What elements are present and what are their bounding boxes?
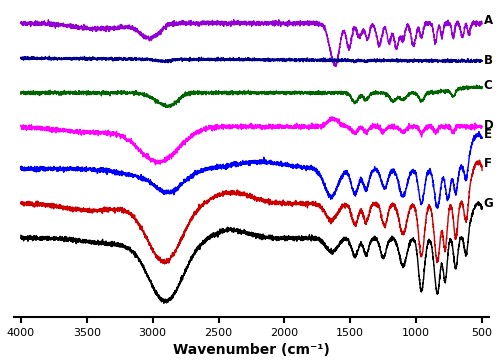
Text: G: G bbox=[484, 197, 494, 211]
Text: F: F bbox=[484, 156, 492, 170]
Text: C: C bbox=[484, 79, 492, 92]
X-axis label: Wavenumber (cm⁻¹): Wavenumber (cm⁻¹) bbox=[173, 343, 330, 358]
Text: A: A bbox=[484, 14, 493, 27]
Text: D: D bbox=[484, 118, 494, 131]
Text: B: B bbox=[484, 54, 493, 68]
Text: E: E bbox=[484, 128, 492, 140]
